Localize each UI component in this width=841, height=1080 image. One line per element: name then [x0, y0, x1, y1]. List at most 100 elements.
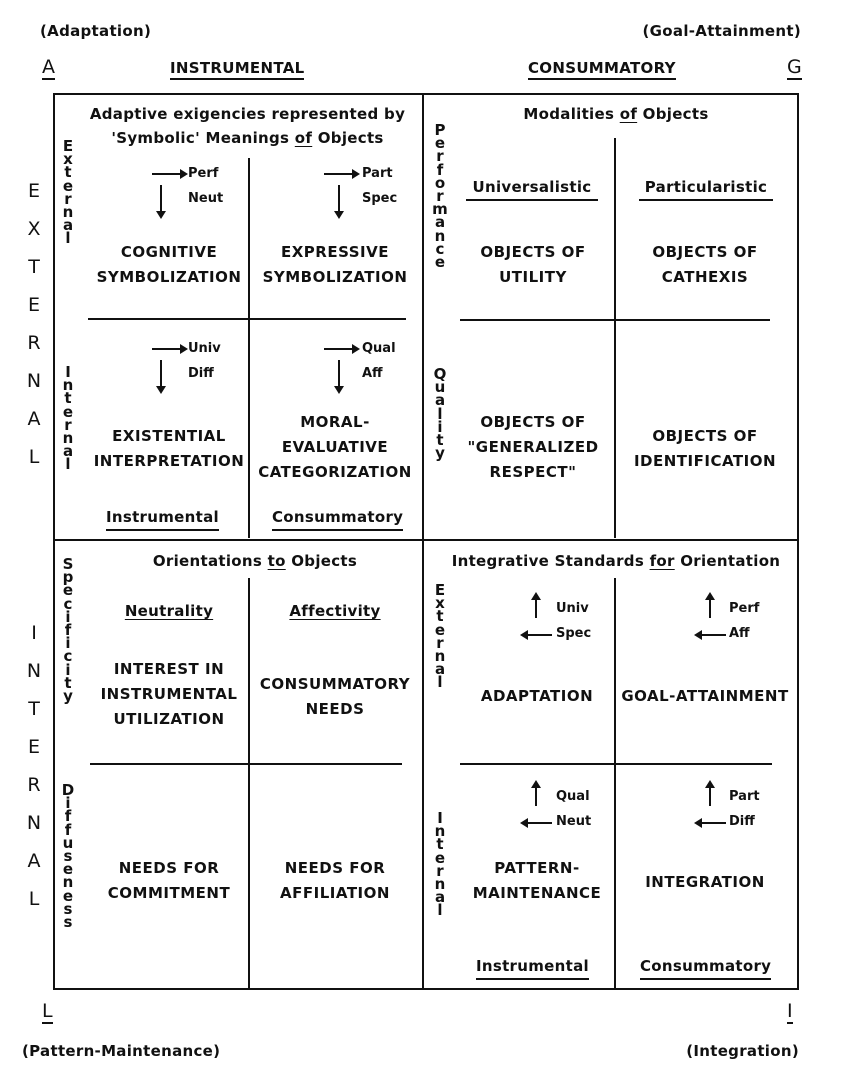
q3-head-neutrality-text: Neutrality — [124, 602, 214, 620]
center-horizontal-divider — [53, 539, 797, 541]
q1-cell3-code1: Univ — [188, 341, 221, 356]
q4-vert-internal: I n t e r n a l — [434, 809, 446, 920]
q3-cell1-line3: UTILIZATION — [113, 710, 225, 728]
q2-head-universalistic: Universalistic — [462, 178, 602, 201]
q1-cell3-code2: Diff — [188, 366, 214, 381]
q3-cell1-text: INTEREST IN INSTRUMENTAL UTILIZATION — [88, 657, 250, 732]
q1-cell3-text: EXISTENTIAL INTERPRETATION — [90, 424, 248, 474]
q3-head-affectivity-text: Affectivity — [289, 602, 381, 620]
q1-title-pre: 'Symbolic' Meanings — [111, 129, 295, 147]
q1-footer-consummatory-text: Consummatory — [272, 508, 404, 531]
q1-cell4-text: MORAL- EVALUATIVE CATEGORIZATION — [252, 410, 418, 485]
internal-side-label: I N T E R N A L — [24, 614, 44, 918]
q1-title-line1: Adaptive exigencies represented by — [89, 105, 406, 123]
corner-letter-a: A — [42, 56, 55, 80]
q4-cell3-line2: MAINTENANCE — [472, 884, 602, 902]
q3-cell3-text: NEEDS FOR COMMITMENT — [88, 856, 250, 906]
q1-cell3-arrow-pair — [150, 340, 190, 396]
q1-cell4-line3: CATEGORIZATION — [258, 463, 412, 481]
q3-vert-diffuseness: D i f f u s e n e s s — [61, 781, 75, 932]
q2-cell3-text: OBJECTS OF "GENERALIZED RESPECT" — [452, 410, 614, 485]
q2-cell4-line1: OBJECTS OF — [652, 427, 758, 445]
q3-cell3-line2: COMMITMENT — [107, 884, 231, 902]
q3-title-pre: Orientations — [152, 552, 268, 570]
goal-attainment-corner-label: (Goal-Attainment) — [642, 22, 801, 40]
q1-vert-internal: I n t e r n a l — [62, 363, 74, 474]
q4-cell4-arrow-pair — [692, 778, 728, 830]
q1-cell4-line1: MORAL- — [300, 413, 370, 431]
q1-cell2-code2: Spec — [362, 191, 398, 206]
q3-vert-specificity: S p e c i f i c i t y — [62, 555, 74, 706]
corner-letter-g: G — [787, 56, 802, 80]
q4-cell4-code2: Diff — [729, 814, 755, 829]
q2-title-post: Objects — [637, 105, 709, 123]
q1-title-line2: 'Symbolic' Meanings of Objects — [75, 126, 420, 150]
q2-title-pre: Modalities — [523, 105, 620, 123]
q4-cell4-text: INTEGRATION — [616, 870, 794, 895]
q2-head-universalistic-text: Universalistic — [466, 178, 598, 201]
q1-cell3-line2: INTERPRETATION — [93, 452, 245, 470]
pattern-maintenance-corner-label: (Pattern-Maintenance) — [22, 1042, 221, 1060]
q3-head-affectivity: Affectivity — [252, 602, 418, 620]
q1-cell1-line1: COGNITIVE — [120, 243, 218, 261]
q4-cell1-code2: Spec — [556, 626, 592, 641]
q1-footer-instrumental: Instrumental — [106, 508, 219, 531]
q3-head-neutrality: Neutrality — [90, 602, 248, 620]
q4-footer-consummatory-text: Consummatory — [640, 957, 772, 980]
q2-cell3-line3: RESPECT" — [489, 463, 577, 481]
adaptation-corner-label: (Adaptation) — [40, 22, 152, 40]
q3-cell2-line1: CONSUMMATORY — [259, 675, 411, 693]
q4-cell1-line1: ADAPTATION — [480, 687, 594, 705]
q3-cell4-line1: NEEDS FOR — [284, 859, 386, 877]
q2-cell1-line1: OBJECTS OF — [480, 243, 586, 261]
q1-footer-consummatory: Consummatory — [272, 508, 404, 531]
q2-cell2-text: OBJECTS OF CATHEXIS — [616, 240, 794, 290]
consummatory-header: CONSUMMATORY — [528, 58, 676, 80]
q4-title-pre: Integrative Standards — [451, 552, 650, 570]
q1-cell1-code1: Perf — [188, 166, 219, 181]
q3-cell4-line2: AFFILIATION — [280, 884, 390, 902]
corner-letter-i: I — [787, 1000, 793, 1024]
q3-title: Orientations to Objects — [90, 549, 420, 573]
q2-vertical-divider — [614, 138, 616, 538]
q3-title-post: Objects — [285, 552, 358, 570]
q1-cell3-line1: EXISTENTIAL — [112, 427, 226, 445]
q4-cell2-line1: GOAL-ATTAINMENT — [621, 687, 789, 705]
q4-footer-instrumental: Instrumental — [476, 957, 589, 980]
integration-corner-label: (Integration) — [686, 1042, 799, 1060]
q4-cell1-text: ADAPTATION — [460, 684, 614, 709]
q1-cell2-arrow-pair — [322, 165, 362, 221]
q2-cell1-line2: UTILITY — [499, 268, 567, 286]
q2-title-underlined: of — [619, 105, 638, 123]
q4-cell3-text: PATTERN- MAINTENANCE — [460, 856, 614, 906]
main-grid-frame — [53, 93, 799, 990]
q1-footer-instrumental-text: Instrumental — [106, 508, 219, 531]
q4-cell4-line1: INTEGRATION — [645, 873, 765, 891]
q2-cell1-text: OBJECTS OF UTILITY — [452, 240, 614, 290]
q3-title-underlined: to — [267, 552, 286, 570]
q1-cell1-text: COGNITIVE SYMBOLIZATION — [90, 240, 248, 290]
q4-vert-external: E x t e r n a l — [434, 581, 446, 692]
q3-cell1-line1: INTEREST IN — [113, 660, 225, 678]
q4-cell2-text: GOAL-ATTAINMENT — [616, 684, 794, 709]
q1-cell2-line1: EXPRESSIVE — [281, 243, 389, 261]
q3-horizontal-divider — [90, 763, 402, 765]
external-side-text: E X T E R N A L — [26, 180, 42, 468]
q2-cell2-line1: OBJECTS OF — [652, 243, 758, 261]
q2-vert-performance: P e r f o r m a n c e — [432, 121, 448, 272]
q1-cell1-line2: SYMBOLIZATION — [96, 268, 242, 286]
q4-title: Integrative Standards for Orientation — [440, 549, 792, 573]
q4-cell4-code1: Part — [729, 789, 760, 804]
q3-cell2-text: CONSUMMATORY NEEDS — [252, 672, 418, 722]
q4-vertical-divider — [614, 578, 616, 988]
q4-footer-instrumental-text: Instrumental — [476, 957, 589, 980]
q2-horizontal-divider — [460, 319, 770, 321]
q3-cell3-line1: NEEDS FOR — [118, 859, 220, 877]
q2-cell4-text: OBJECTS OF IDENTIFICATION — [616, 424, 794, 474]
q1-horizontal-divider — [88, 318, 406, 320]
q2-cell3-line2: "GENERALIZED — [467, 438, 599, 456]
q1-cell2-line2: SYMBOLIZATION — [262, 268, 408, 286]
q4-footer-consummatory: Consummatory — [640, 957, 772, 980]
q1-cell2-text: EXPRESSIVE SYMBOLIZATION — [252, 240, 418, 290]
q3-cell1-line2: INSTRUMENTAL — [100, 685, 238, 703]
